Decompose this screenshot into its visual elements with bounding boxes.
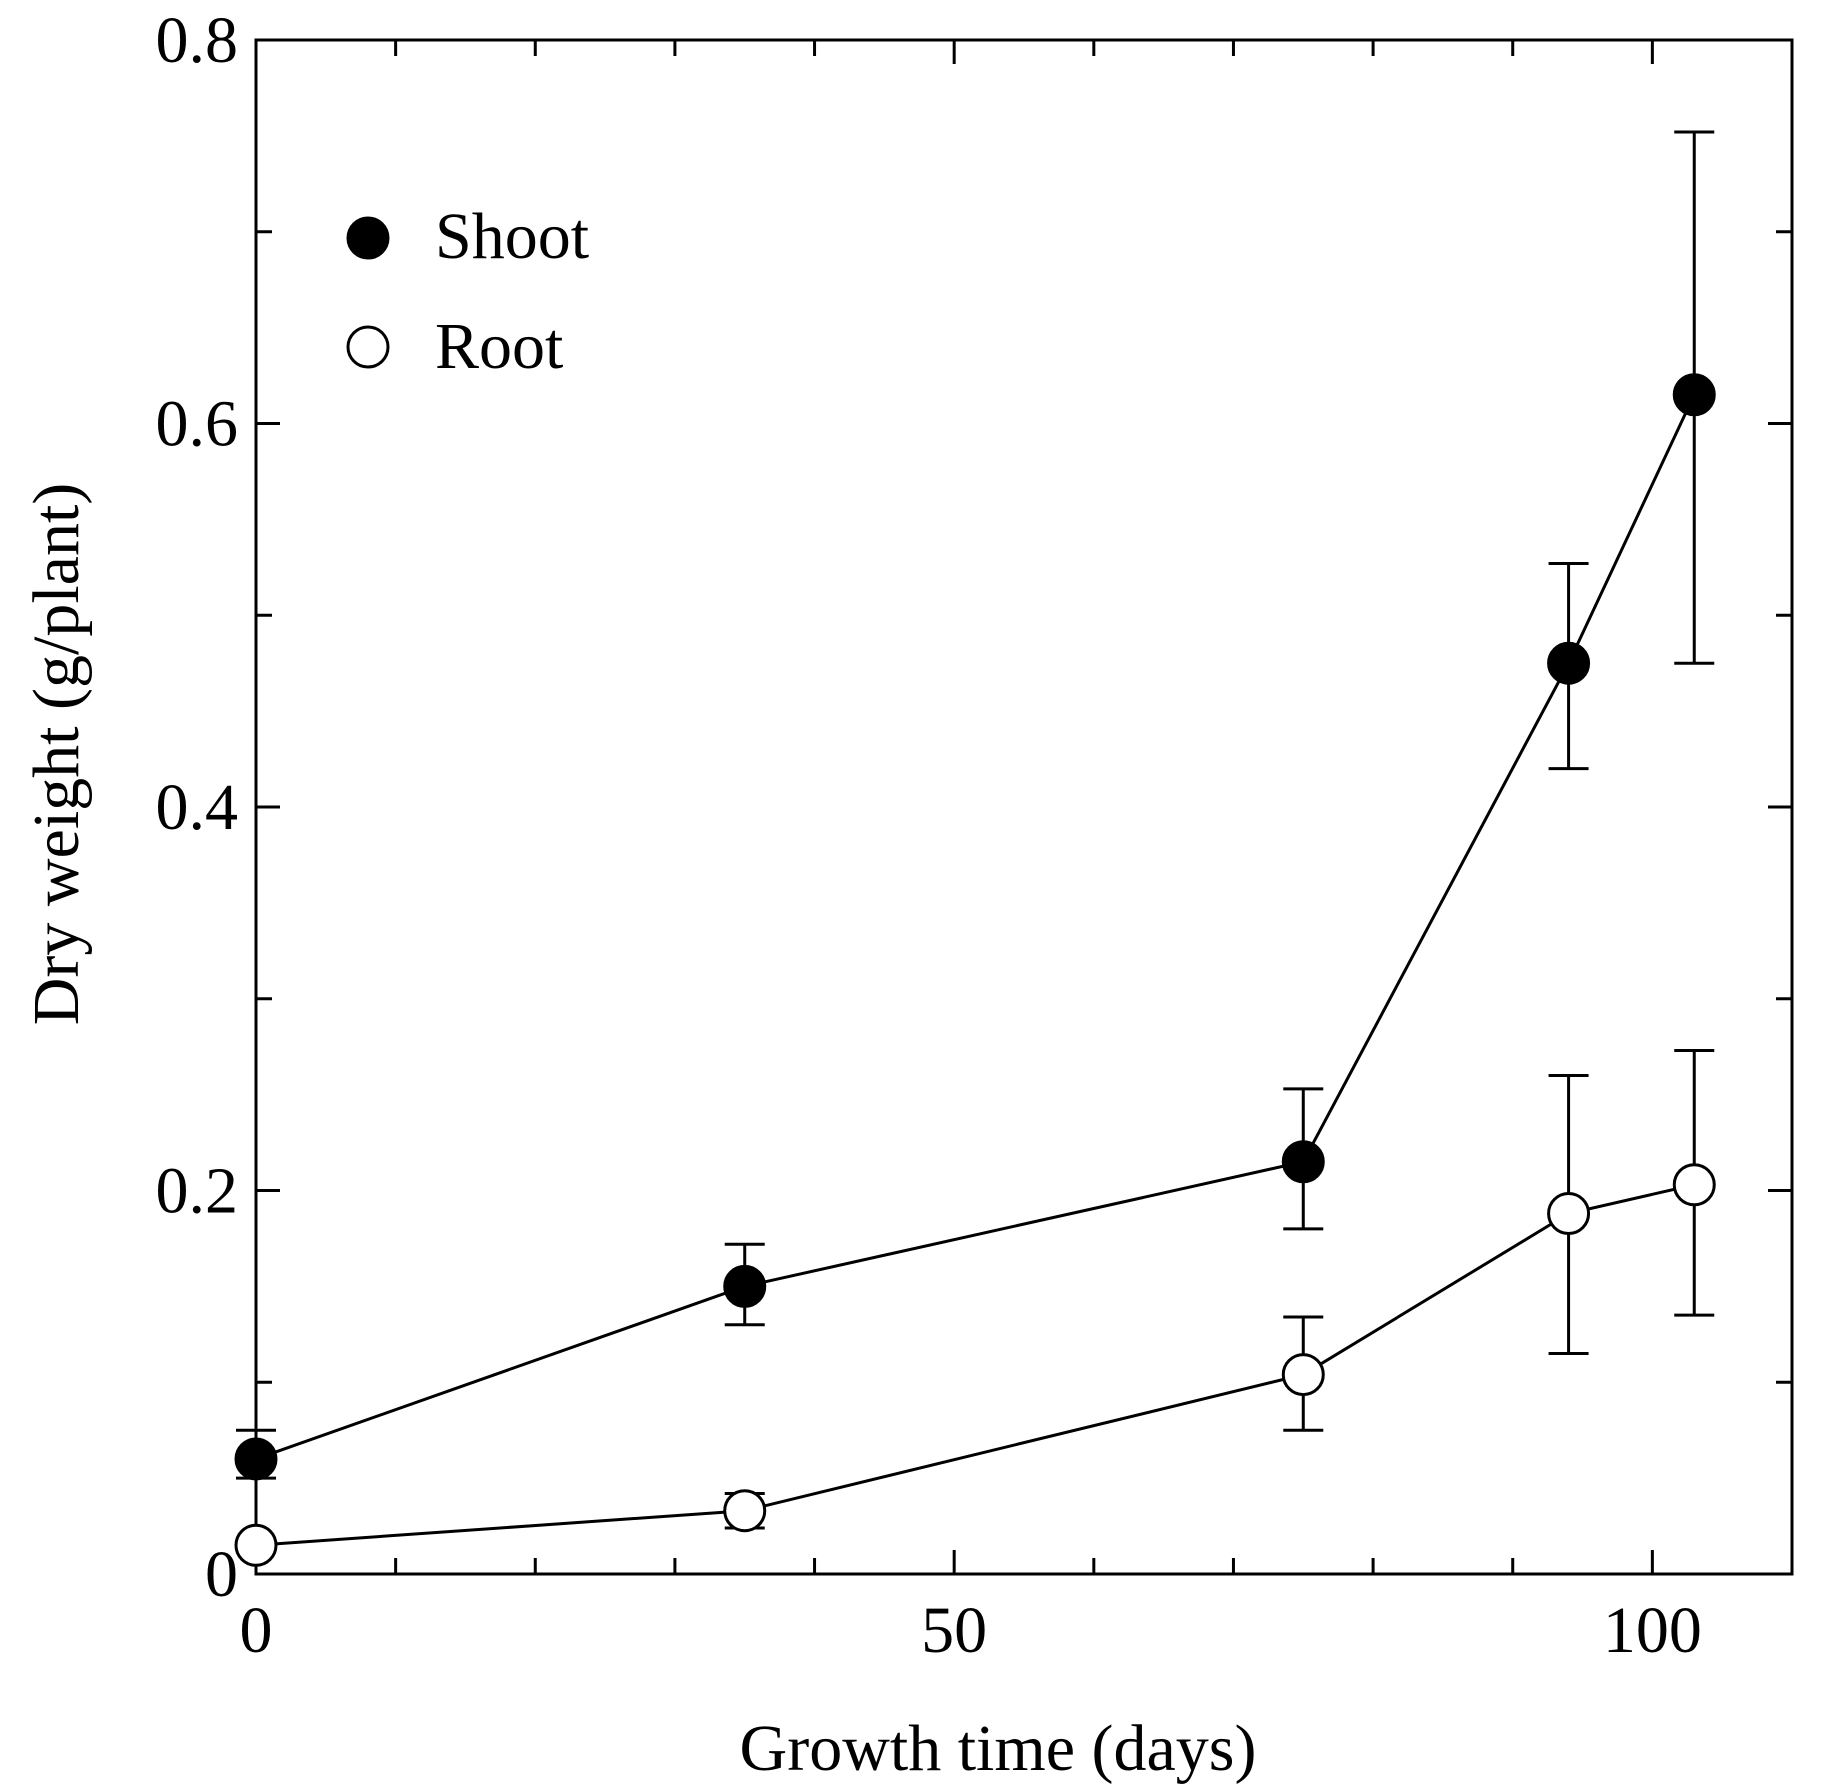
tick-labels: 0 50 100 0 0.2 0.4 0.6 0.8 (156, 4, 1702, 1667)
x-tick-label: 50 (921, 1594, 987, 1667)
y-axis-label: Dry weight (g/plant) (20, 483, 93, 1026)
data-point-shoot (1281, 1140, 1325, 1184)
legend-label-root: Root (435, 310, 563, 383)
series-line-shoot (255, 394, 1696, 1461)
data-point-root (723, 1489, 767, 1533)
x-tick-label: 0 (240, 1594, 273, 1667)
legend-label-shoot: Shoot (435, 200, 589, 273)
legend-marker-root (346, 325, 390, 369)
series-root (234, 1049, 1716, 1567)
data-point-root (234, 1523, 278, 1567)
legend-marker-shoot (346, 216, 390, 260)
series-shoot (234, 130, 1716, 1481)
series-layer (234, 130, 1716, 1567)
series-line-root (255, 1183, 1695, 1547)
data-point-root (1281, 1353, 1325, 1397)
y-tick-label: 0.8 (156, 4, 239, 77)
y-tick-label: 0.6 (156, 388, 239, 461)
data-point-shoot (234, 1437, 278, 1481)
y-tick-label: 0 (205, 1538, 238, 1611)
ticks (254, 38, 1792, 1576)
data-point-shoot (1672, 373, 1716, 417)
data-point-root (1547, 1192, 1591, 1236)
data-point-root (1672, 1163, 1716, 1207)
x-tick-label: 100 (1603, 1594, 1702, 1667)
x-axis-label: Growth time (days) (740, 1712, 1257, 1785)
legend: Shoot Root (346, 200, 589, 383)
y-tick-label: 0.2 (156, 1155, 239, 1228)
data-point-shoot (723, 1264, 767, 1308)
data-point-shoot (1547, 641, 1591, 685)
y-tick-label: 0.4 (156, 771, 239, 844)
